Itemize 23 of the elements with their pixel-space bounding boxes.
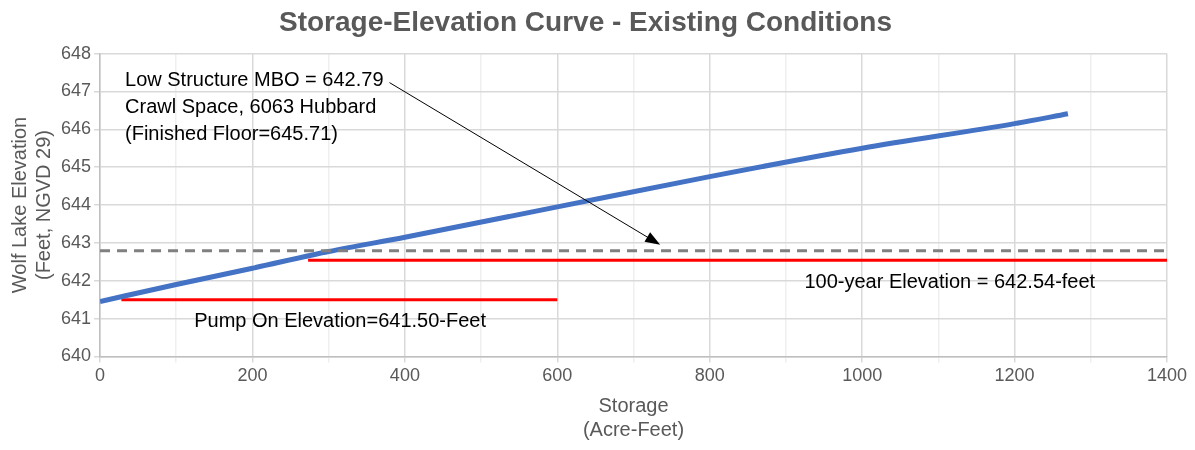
y-tick-label: 642 <box>60 269 92 290</box>
annotation: Low Structure MBO = 642.79 Crawl Space, 6063 Hubbard (Finished Floor=645.71) <box>125 68 384 145</box>
annotation: 100-year Elevation = 642.54-feet <box>804 269 1096 292</box>
y-tick-label: 643 <box>60 231 92 252</box>
x-tick-label: 200 <box>237 365 268 386</box>
y-tick-label: 640 <box>60 345 92 366</box>
y-tick-label: 647 <box>60 80 92 101</box>
x-tick-label: 1400 <box>1146 365 1188 386</box>
x-tick-label: 1000 <box>842 365 883 386</box>
y-tick-label: 641 <box>60 307 92 328</box>
x-axis-title: Storage (Acre-Feet) <box>582 393 685 440</box>
x-tick-label: 1200 <box>994 365 1035 386</box>
y-axis-title: Wolf Lake Elevation (Feet, NGVD 29) <box>7 116 54 294</box>
y-tick-label: 646 <box>60 118 92 139</box>
y-tick-label: 644 <box>60 193 92 214</box>
annotation: Pump On Elevation=641.50-Feet <box>194 309 487 332</box>
x-tick-label: 600 <box>542 365 573 386</box>
x-tick-label: 800 <box>694 365 725 386</box>
chart-title: Storage-Elevation Curve - Existing Conditions <box>279 5 892 37</box>
y-tick-label: 645 <box>60 156 92 177</box>
x-tick-label: 400 <box>389 365 420 386</box>
x-tick-label: 0 <box>95 365 106 386</box>
y-tick-label: 648 <box>60 42 92 63</box>
